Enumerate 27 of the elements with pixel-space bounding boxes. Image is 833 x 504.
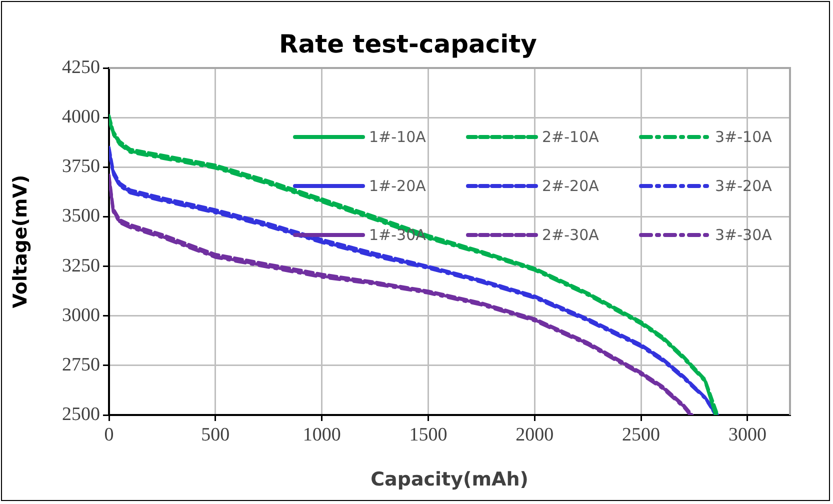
legend-label: 2#-30A bbox=[542, 226, 599, 244]
x-axis-title: Capacity(mAh) bbox=[370, 468, 528, 491]
legend-label: 3#-20A bbox=[715, 177, 772, 195]
legend-label: 2#-20A bbox=[542, 177, 599, 195]
chart-title: Rate test-capacity bbox=[279, 30, 537, 58]
y-tick-label: 3000 bbox=[62, 304, 100, 326]
x-tick-label: 2000 bbox=[516, 424, 554, 446]
y-tick-label: 4250 bbox=[62, 56, 100, 78]
legend-label: 2#-10A bbox=[542, 128, 599, 146]
y-tick-label: 2500 bbox=[62, 404, 100, 425]
legend-label: 1#-30A bbox=[369, 226, 426, 244]
y-tick-label: 3250 bbox=[62, 255, 100, 276]
legend-label: 3#-30A bbox=[715, 226, 772, 244]
y-tick-label: 3750 bbox=[62, 156, 100, 178]
y-tick-label: 3500 bbox=[62, 206, 100, 227]
y-axis-title: Voltage(mV) bbox=[9, 174, 32, 308]
y-tick-label: 2750 bbox=[62, 354, 100, 376]
legend-label: 3#-10A bbox=[715, 128, 772, 146]
x-tick-label: 2500 bbox=[622, 424, 660, 446]
y-tick-label: 4000 bbox=[62, 106, 100, 128]
x-tick-label: 1000 bbox=[302, 424, 341, 446]
x-tick-label: 500 bbox=[201, 424, 230, 446]
legend-label: 1#-20A bbox=[369, 177, 426, 195]
x-tick-label: 1500 bbox=[409, 424, 448, 446]
x-tick-label: 0 bbox=[104, 424, 114, 446]
x-tick-label: 3000 bbox=[728, 424, 766, 446]
legend-label: 1#-10A bbox=[369, 128, 426, 146]
